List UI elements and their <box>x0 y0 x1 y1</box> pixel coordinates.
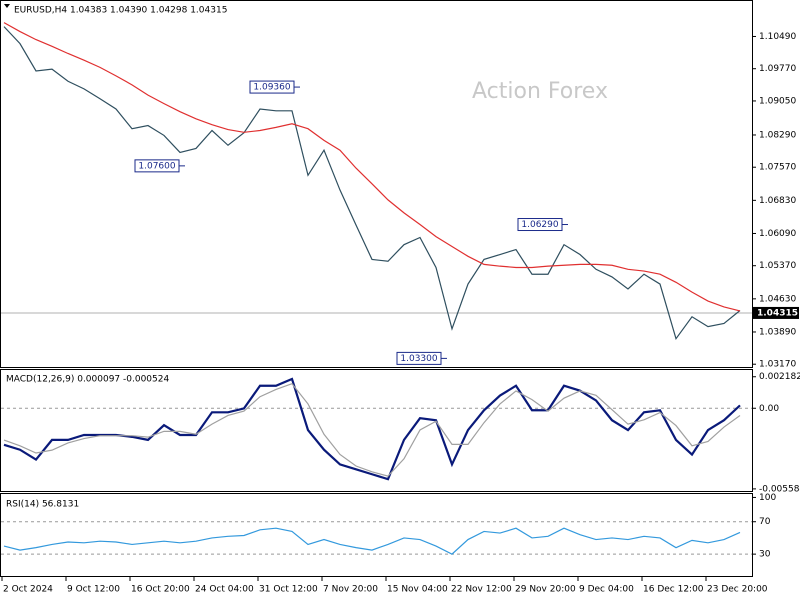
x-tick-label: 16 Dec 12:00 <box>643 585 704 595</box>
annotation-box <box>134 159 180 173</box>
y-tick-label: 0.002182 <box>759 372 800 382</box>
x-tick-label: 16 Oct 20:00 <box>131 585 190 595</box>
x-tick-label: 9 Dec 04:00 <box>579 585 634 595</box>
macd-title: MACD(12,26,9) 0.000097 -0.000524 <box>6 375 169 385</box>
rsi-title: RSI(14) 56.8131 <box>6 500 79 510</box>
x-tick-label: 24 Oct 04:00 <box>195 585 254 595</box>
macd-frame <box>0 369 753 492</box>
y-tick-label: 1.07570 <box>759 163 796 173</box>
y-tick-label: 1.06090 <box>759 229 796 239</box>
y-tick-label: -0.005584 <box>759 484 800 494</box>
series-line <box>3 26 741 341</box>
y-tick-label: 1.09770 <box>759 64 796 74</box>
x-tick-label: 29 Nov 20:00 <box>515 585 576 595</box>
x-tick-label: 2 Oct 2024 <box>3 585 53 595</box>
y-tick-label: 1.03170 <box>759 360 796 370</box>
x-tick-label: 15 Nov 04:00 <box>387 585 448 595</box>
y-tick-label: 0.00 <box>759 404 779 414</box>
price-title: EURUSD,H4 1.04383 1.04390 1.04298 1.0431… <box>14 6 227 16</box>
series-line <box>3 382 741 477</box>
annotation-box <box>396 351 442 365</box>
series-line <box>3 527 741 555</box>
y-tick-label: 30 <box>759 550 771 560</box>
annotation-label: 1.06290 <box>521 220 558 230</box>
x-tick-label: 7 Nov 20:00 <box>323 585 378 595</box>
price-frame <box>0 0 753 368</box>
y-tick-label: 1.08290 <box>759 130 796 140</box>
watermark: Action Forex <box>472 79 608 104</box>
annotation-box <box>249 80 295 94</box>
last-price-label: 1.04315 <box>757 308 798 318</box>
y-tick-label: 1.06830 <box>759 196 796 206</box>
annotation-label: 1.07600 <box>138 161 175 171</box>
menu-arrow <box>4 4 10 8</box>
x-tick-label: 9 Oct 12:00 <box>67 585 120 595</box>
annotation-label: 1.09360 <box>253 83 290 93</box>
y-tick-label: 1.04630 <box>759 294 796 304</box>
series-line <box>3 22 741 312</box>
x-tick-label: 23 Dec 20:00 <box>707 585 768 595</box>
y-tick-label: 1.09050 <box>759 96 796 106</box>
annotation-label: 1.03300 <box>400 354 437 364</box>
x-tick-label: 31 Oct 12:00 <box>259 585 318 595</box>
annotation-box <box>517 218 563 232</box>
y-tick-label: 1.05370 <box>759 261 796 271</box>
rsi-frame <box>0 493 753 577</box>
y-tick-label: 1.10490 <box>759 32 796 42</box>
y-tick-label: 1.03890 <box>759 327 796 337</box>
y-tick-label: 70 <box>759 517 771 527</box>
x-tick-label: 22 Nov 12:00 <box>451 585 512 595</box>
y-tick-label: 100 <box>759 493 776 503</box>
last-price-box <box>753 306 799 319</box>
